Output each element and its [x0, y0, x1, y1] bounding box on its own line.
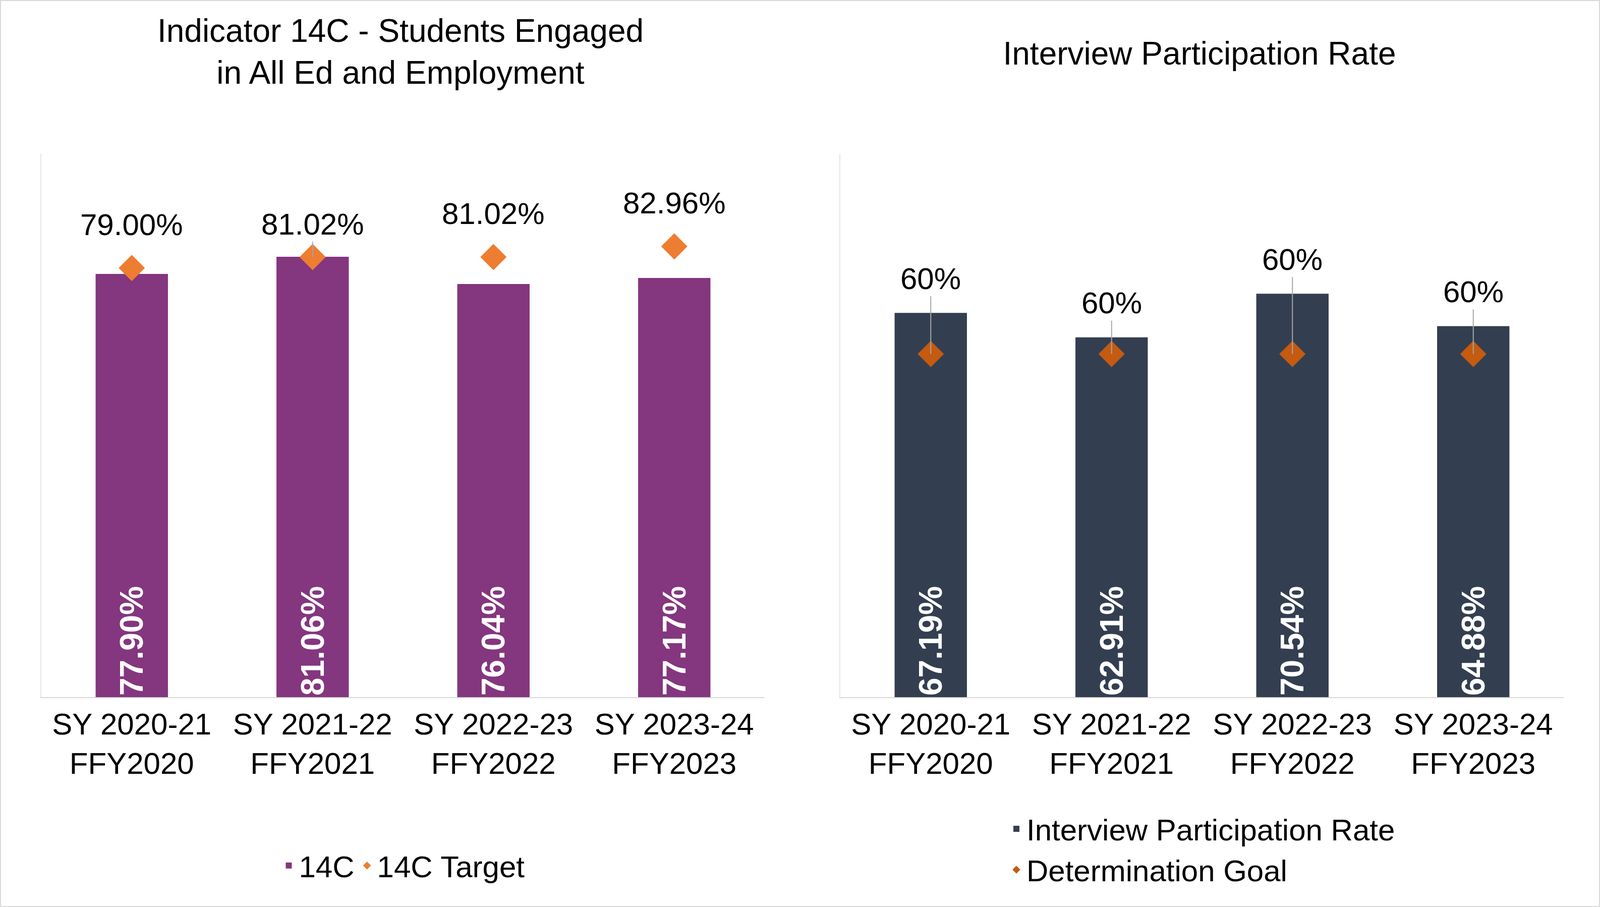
svg-text:Determination Goal: Determination Goal — [1026, 853, 1288, 888]
svg-text:76.04%: 76.04% — [475, 586, 512, 696]
svg-text:Interview Participation Rate: Interview Participation Rate — [1002, 35, 1396, 72]
svg-text:60%: 60% — [1443, 274, 1504, 309]
svg-text:14C: 14C — [299, 849, 355, 884]
svg-text:Indicator 14C - Students Engag: Indicator 14C - Students Engagedin All E… — [157, 12, 644, 91]
svg-text:81.06%: 81.06% — [294, 586, 331, 696]
svg-text:SY 2020-21FFY2020: SY 2020-21FFY2020 — [51, 707, 212, 781]
svg-text:SY 2021-22FFY2021: SY 2021-22FFY2021 — [233, 707, 393, 781]
svg-text:81.02%: 81.02% — [441, 196, 545, 231]
svg-text:60%: 60% — [1081, 286, 1142, 320]
svg-text:77.17%: 77.17% — [656, 586, 693, 696]
svg-text:Interview Participation Rate: Interview Participation Rate — [1026, 813, 1395, 847]
svg-text:60%: 60% — [900, 261, 961, 296]
svg-text:SY 2023-24FFY2023: SY 2023-24FFY2023 — [1393, 707, 1554, 781]
svg-text:64.88%: 64.88% — [1455, 586, 1492, 696]
svg-text:SY 2023-24FFY2023: SY 2023-24FFY2023 — [594, 707, 755, 781]
svg-text:14C Target: 14C Target — [377, 849, 526, 884]
svg-text:SY 2022-23FFY2022: SY 2022-23FFY2022 — [1212, 707, 1373, 781]
svg-text:79.00%: 79.00% — [80, 207, 184, 242]
svg-text:SY 2021-22FFY2021: SY 2021-22FFY2021 — [1032, 707, 1192, 781]
svg-text:62.91%: 62.91% — [1093, 586, 1130, 696]
svg-text:70.54%: 70.54% — [1274, 586, 1311, 696]
svg-text:82.96%: 82.96% — [622, 186, 726, 220]
svg-text:81.02%: 81.02% — [261, 207, 365, 242]
svg-text:67.19%: 67.19% — [912, 586, 949, 696]
svg-text:77.90%: 77.90% — [113, 586, 150, 696]
svg-text:60%: 60% — [1262, 242, 1323, 277]
svg-text:SY 2020-21FFY2020: SY 2020-21FFY2020 — [850, 707, 1011, 781]
svg-text:SY 2022-23FFY2022: SY 2022-23FFY2022 — [413, 707, 574, 781]
